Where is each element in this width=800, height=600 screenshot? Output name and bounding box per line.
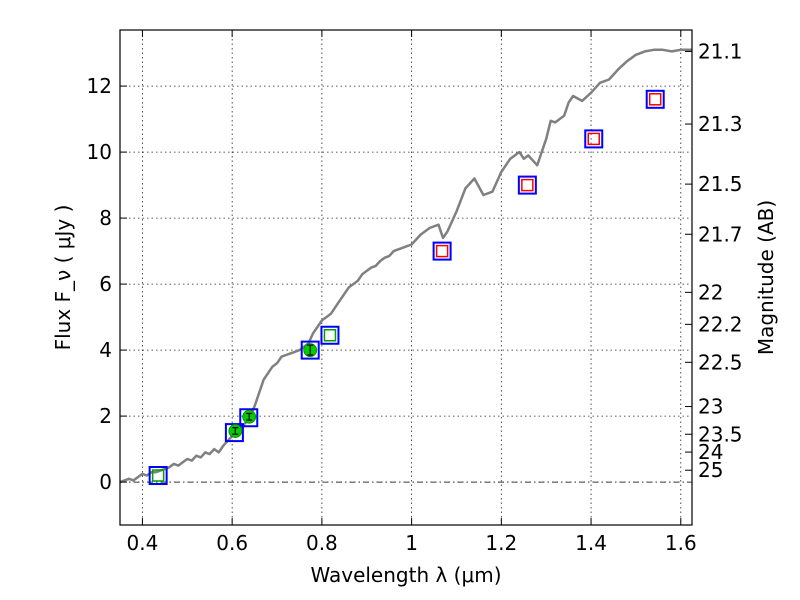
photometry-markers (148, 89, 665, 485)
x-tick-label: 0.8 (306, 531, 338, 555)
y-tick-label: 0 (99, 470, 112, 494)
x-axis-label: Wavelength λ (μm) (310, 563, 501, 587)
blue-box-marker (239, 408, 259, 428)
red-box-marker (587, 132, 601, 146)
y2-tick-label: 21.5 (698, 172, 743, 196)
blue-box-marker (300, 340, 320, 360)
y2-tick-label: 22 (698, 280, 723, 304)
y-tick-label: 2 (99, 404, 112, 428)
y2-tick-label: 23.5 (698, 422, 743, 446)
tick-labels: 0.4 0.6 0.8 1 1.2 1.4 1.602468101221.121.321.5… (87, 39, 743, 555)
blue-box-marker (224, 423, 244, 443)
green-box-marker (323, 329, 337, 342)
tick-marks (120, 30, 692, 525)
y-tick-label: 6 (99, 272, 112, 296)
x-tick-label: 0.6 (216, 531, 248, 555)
blue-box-marker (584, 129, 604, 149)
blue-box-marker (645, 89, 665, 109)
y2-tick-label: 25 (698, 458, 723, 482)
blue-box-marker (148, 466, 168, 485)
y2-tick-label: 21.3 (698, 112, 743, 136)
x-tick-label: 1.2 (485, 531, 517, 555)
y2-tick-label: 22.5 (698, 350, 743, 374)
x-tick-label: 0.4 (127, 531, 159, 555)
green-box-marker (151, 469, 165, 482)
blue-box-marker (320, 325, 340, 345)
y2-tick-label: 21.7 (698, 222, 743, 246)
x-tick-label: 1 (405, 531, 418, 555)
x-tick-label: 1.4 (575, 531, 607, 555)
red-box-marker (435, 244, 449, 258)
red-box-marker (648, 93, 662, 106)
red-box-marker (521, 178, 534, 192)
model-spectrum-line (119, 48, 692, 484)
blue-box-marker (517, 175, 537, 195)
y2-axis-label: Magnitude (AB) (754, 200, 778, 355)
y2-tick-label: 24 (698, 440, 723, 464)
y-tick-label: 4 (99, 338, 112, 362)
y-tick-label: 10 (87, 140, 112, 164)
y-tick-label: 12 (87, 74, 112, 98)
y2-tick-label: 22.2 (698, 312, 743, 336)
y-tick-label: 8 (99, 206, 112, 230)
x-tick-label: 1.6 (665, 531, 697, 555)
y-axis-label: Flux F_ν ( μJy ) (51, 205, 75, 351)
y2-tick-label: 21.1 (698, 39, 743, 63)
plot-frame (119, 29, 693, 526)
y2-tick-label: 23 (698, 395, 723, 419)
model-spectrum-layer (119, 48, 692, 484)
blue-box-marker (432, 241, 452, 261)
grid (120, 30, 692, 525)
